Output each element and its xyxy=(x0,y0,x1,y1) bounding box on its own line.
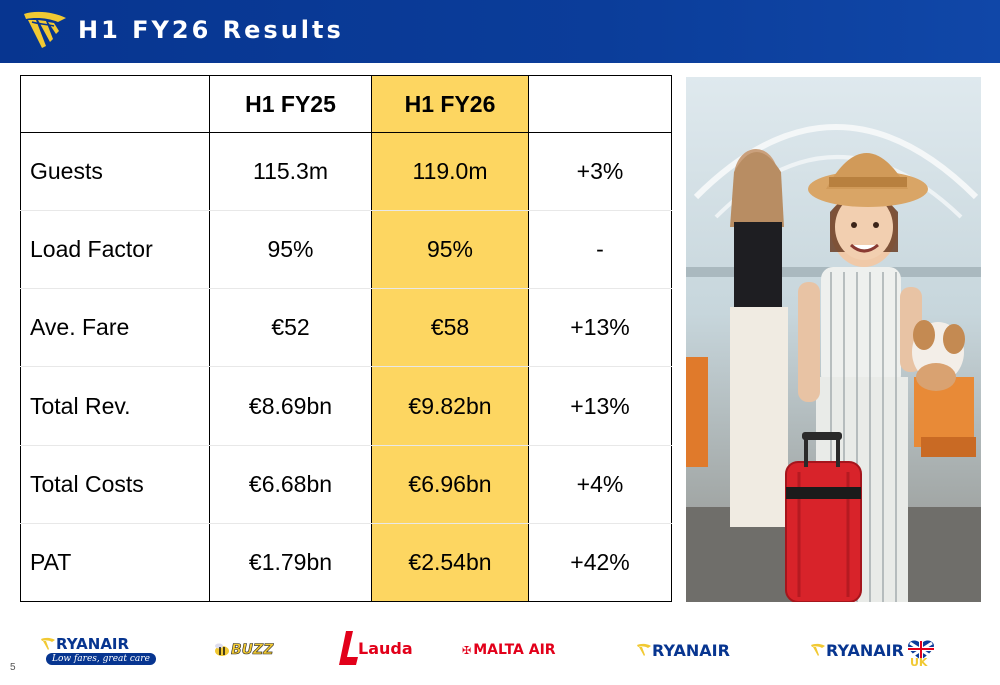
lauda-wordmark: Lauda xyxy=(358,638,413,658)
ryanair-wordmark: RYANAIR xyxy=(56,635,130,653)
change-cell: +13% xyxy=(528,288,672,368)
change-cell: +42% xyxy=(528,523,672,603)
header-cell-fy25: H1 FY25 xyxy=(209,75,372,133)
change-cell: +4% xyxy=(528,445,672,524)
metric-cell: Guests xyxy=(20,132,210,212)
union-jack-heart-icon xyxy=(907,640,934,660)
fy25-cell: €52 xyxy=(209,288,372,368)
ryanair-wordmark: RYANAIR xyxy=(652,640,730,660)
page-title: H1 FY26 Results xyxy=(78,16,344,44)
metric-cell: Total Rev. xyxy=(20,366,210,446)
tagline: Low fares, great care xyxy=(46,653,156,665)
malta-air-logo: ✠ MALTA AIR xyxy=(462,634,556,666)
header-bar: H1 FY26 Results xyxy=(0,0,1000,63)
ryanair-tagline-logo: RYANAIR Low fares, great care xyxy=(40,630,160,670)
results-table: H1 FY25 H1 FY26 Guests 115.3m 119.0m +3%… xyxy=(20,75,672,603)
malta-air-wordmark: MALTA AIR xyxy=(473,642,556,658)
buzz-logo: BUZZ xyxy=(213,634,274,666)
lauda-l-icon xyxy=(339,631,358,665)
fy26-cell: €9.82bn xyxy=(371,366,529,446)
fy26-cell: 119.0m xyxy=(371,132,529,212)
table-row: Total Costs €6.68bn €6.96bn +4% xyxy=(20,445,672,524)
table-row: PAT €1.79bn €2.54bn +42% xyxy=(20,523,672,603)
metric-cell: PAT xyxy=(20,523,210,603)
change-cell: +13% xyxy=(528,366,672,446)
page-number: 5 xyxy=(10,662,16,673)
table-row: Load Factor 95% 95% - xyxy=(20,210,672,290)
maltese-cross-icon: ✠ xyxy=(462,644,472,657)
harp-icon xyxy=(637,643,651,656)
fy25-cell: €8.69bn xyxy=(209,366,372,446)
ryanair-uk-logo: RYANAIR UK xyxy=(810,634,980,669)
change-cell: +3% xyxy=(528,132,672,212)
buzz-wordmark: BUZZ xyxy=(231,642,274,659)
fy26-cell: 95% xyxy=(371,210,529,290)
header-cell-change xyxy=(528,75,672,133)
uk-label: UK xyxy=(910,656,928,669)
fy26-cell: €58 xyxy=(371,288,529,368)
travel-photo xyxy=(686,77,981,602)
ryanair-logo: RYANAIR xyxy=(636,634,730,666)
change-cell: - xyxy=(528,210,672,290)
harp-icon xyxy=(41,637,55,650)
header-cell-fy26: H1 FY26 xyxy=(371,75,529,133)
harp-icon xyxy=(811,643,825,656)
fy26-cell: €6.96bn xyxy=(371,445,529,524)
fy25-cell: 115.3m xyxy=(209,132,372,212)
header-cell-metric xyxy=(20,75,210,133)
table-row: Ave. Fare €52 €58 +13% xyxy=(20,288,672,368)
lauda-logo: Lauda xyxy=(338,628,413,668)
ryanair-uk-wordmark: RYANAIR xyxy=(826,640,904,660)
fy25-cell: €1.79bn xyxy=(209,523,372,603)
metric-cell: Load Factor xyxy=(20,210,210,290)
bee-icon xyxy=(215,643,229,656)
metric-cell: Total Costs xyxy=(20,445,210,524)
fy26-cell: €2.54bn xyxy=(371,523,529,603)
girl-with-suitcase-image xyxy=(686,77,981,602)
table-header-row: H1 FY25 H1 FY26 xyxy=(20,75,672,133)
fy25-cell: €6.68bn xyxy=(209,445,372,524)
table-row: Guests 115.3m 119.0m +3% xyxy=(20,132,672,212)
metric-cell: Ave. Fare xyxy=(20,288,210,368)
table-row: Total Rev. €8.69bn €9.82bn +13% xyxy=(20,366,672,446)
fy25-cell: 95% xyxy=(209,210,372,290)
harp-logo-icon xyxy=(24,11,66,48)
